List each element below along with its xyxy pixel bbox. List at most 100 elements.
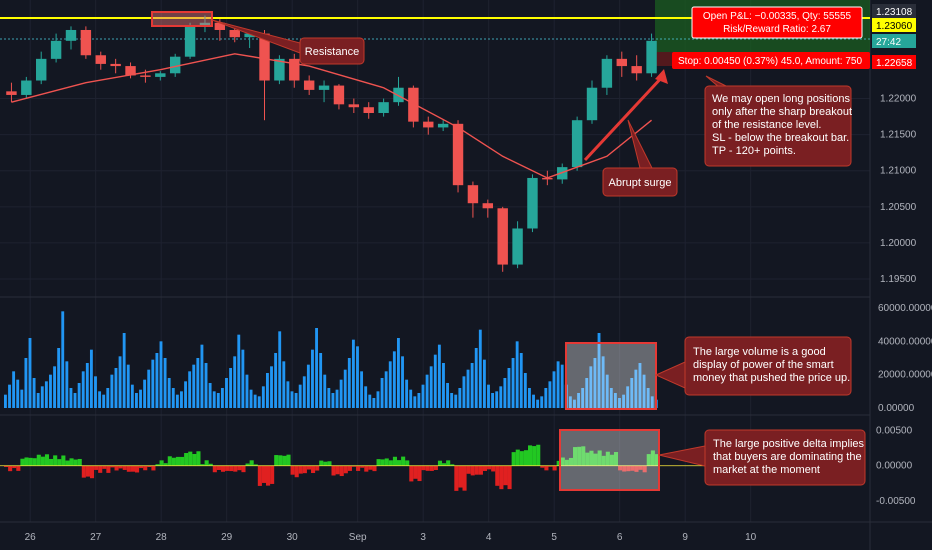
delta-bar-119: [491, 465, 496, 472]
volume-bar-10: [44, 381, 48, 408]
stop-info-box[interactable]: Stop: 0.00450 (0.37%) 45.0, Amount: 750: [672, 52, 870, 69]
delta-bar-141: [581, 446, 586, 466]
volume-bar-54: [225, 378, 228, 408]
delta-bar-29: [122, 465, 127, 470]
volume-bar-66: [274, 353, 278, 408]
volume-bar-138: [568, 396, 572, 408]
volume-bar-0: [4, 394, 7, 408]
delta-callout-line-1: The large positive delta implies: [713, 438, 865, 450]
volume-tick-label-2: 20000.00000: [878, 370, 932, 381]
volume-bar-78: [323, 374, 327, 408]
candle-body-3: [50, 40, 62, 59]
delta-bar-25: [106, 465, 111, 473]
trade-info-box[interactable]: Open P&L: −0.00335, Qty: 55555 Risk/Rewa…: [691, 6, 863, 39]
delta-bar-13: [57, 459, 62, 466]
delta-axis[interactable]: 0.00500 0.00000 -0.00500: [876, 426, 916, 507]
time-axis[interactable]: 26 27 28 29 30 Sep 3 4 5 6 9 10: [25, 532, 757, 543]
delta-bar-134: [552, 465, 557, 471]
volume-bar-111: [458, 388, 462, 408]
volume-bar-16: [69, 388, 73, 408]
delta-bar-63: [261, 465, 266, 483]
candle-body-12: [184, 26, 196, 57]
volume-bar-59: [245, 374, 249, 408]
delta-bar-51: [212, 465, 217, 473]
volume-bar-72: [298, 384, 302, 408]
delta-bar-82: [339, 465, 344, 477]
volume-bar-118: [487, 384, 490, 408]
volume-bar-120: [495, 391, 499, 408]
delta-bar-60: [249, 460, 254, 466]
delta-bar-159: [654, 454, 659, 466]
delta-bar-137: [564, 459, 569, 466]
delta-bar-91: [376, 459, 381, 466]
delta-bar-88: [364, 465, 369, 472]
volume-bar-25: [106, 388, 110, 408]
delta-bar-57: [237, 465, 242, 471]
delta-bar-135: [556, 460, 561, 466]
delta-bar-149: [613, 452, 619, 466]
candle-body-31: [467, 185, 479, 204]
time-tick-label-11: 10: [745, 532, 757, 543]
delta-bar-23: [98, 465, 103, 473]
volume-bar-88: [364, 386, 368, 408]
stop-text: Stop: 0.00450 (0.37%) 45.0, Amount: 750: [678, 56, 862, 67]
time-tick-label-7: 4: [486, 532, 492, 543]
delta-bar-105: [433, 465, 438, 470]
price-axis[interactable]: 1.22000 1.21500 1.21000 1.20500 1.20000 1.195…: [880, 94, 917, 285]
volume-bar-136: [560, 364, 564, 408]
delta-bar-147: [605, 451, 610, 466]
volume-bar-19: [81, 371, 85, 408]
price-level-badges: 1.23108 1.23060 27:42 1.22658: [872, 4, 916, 69]
delta-bar-4: [20, 458, 25, 466]
delta-callout-line-2: that buyers are dominating the: [713, 451, 862, 463]
moving-average-line: [11, 53, 652, 179]
volume-bar-13: [57, 348, 61, 408]
volume-bar-49: [204, 363, 208, 408]
candle-body-7: [110, 63, 121, 67]
volume-bar-71: [294, 393, 298, 408]
time-tick-label-2: 28: [156, 532, 168, 543]
volume-bar-80: [331, 393, 335, 408]
delta-bar-8: [36, 454, 41, 466]
surge-arrow-head: [655, 69, 668, 84]
volume-bar-3: [16, 379, 20, 408]
candle-body-27: [408, 87, 419, 122]
volume-bar-146: [601, 356, 605, 408]
volume-bar-31: [130, 384, 134, 408]
volume-bar-144: [593, 358, 597, 408]
long-callout-line-5: TP - 120+ points.: [712, 145, 796, 157]
delta-bar-52: [216, 465, 221, 470]
candle-body-1: [21, 80, 32, 95]
delta-bar-42: [175, 456, 181, 466]
level-badge-label-2: 27:42: [876, 37, 901, 48]
volume-bar-57: [237, 334, 241, 408]
surge-callout: Abrupt surge: [602, 167, 678, 197]
volume-callout-line-2: display of power of the smart: [693, 359, 834, 371]
level-badge-label-3: 1.22658: [876, 58, 913, 69]
delta-bar-90: [372, 465, 377, 472]
volume-bar-145: [597, 333, 601, 408]
volume-bar-126: [519, 353, 523, 408]
delta-bar-73: [302, 465, 307, 474]
volume-bar-85: [351, 339, 355, 408]
volume-bar-39: [163, 358, 167, 408]
volume-axis[interactable]: 60000.00000 40000.00000 20000.00000 0.00000: [878, 303, 932, 414]
delta-bar-118: [487, 465, 492, 470]
volume-bar-113: [466, 369, 470, 408]
candle-body-25: [378, 102, 389, 113]
volume-bar-60: [249, 389, 253, 408]
delta-bar-140: [577, 446, 582, 466]
volume-bar-21: [89, 349, 93, 408]
volume-bar-40: [167, 378, 171, 408]
delta-bar-128: [528, 445, 533, 466]
delta-bar-108: [446, 460, 451, 466]
delta-tick-label-0: 0.00500: [876, 426, 913, 437]
delta-bar-83: [343, 465, 348, 474]
candle-body-5: [80, 29, 92, 56]
volume-bar-101: [417, 393, 421, 408]
delta-bar-20: [85, 465, 90, 477]
volume-bar-110: [454, 394, 458, 408]
time-tick-label-9: 6: [617, 532, 623, 543]
delta-bar-15: [65, 460, 70, 466]
